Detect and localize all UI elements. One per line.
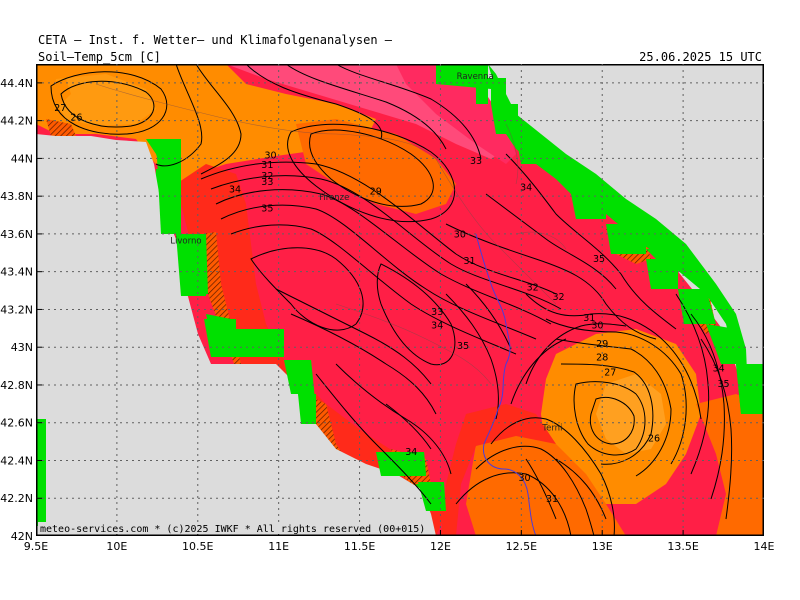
footer-bg [38, 522, 418, 534]
zone-central-north [296, 119, 456, 214]
latitude-label: 43N [11, 341, 33, 354]
isotherm-label: 33 [431, 307, 443, 318]
isotherm-label: 30 [519, 473, 531, 484]
isotherm-label: 34 [405, 447, 417, 458]
isotherm-label: 31 [546, 494, 558, 505]
isotherm-label: 27 [604, 368, 616, 379]
isotherm-label: 30 [591, 320, 603, 331]
zone-east-orange [696, 394, 764, 536]
zone-north-west-inner [54, 74, 156, 126]
latitude-label: 43.8N [0, 190, 33, 203]
longitude-label: 13.5E [667, 540, 698, 553]
isotherm-label: 31 [464, 256, 476, 267]
latitude-label: 43.6N [0, 228, 33, 241]
isotherm-label: 26 [70, 113, 82, 124]
missing-data-blocks-top [36, 64, 764, 526]
isotherm-label: 29 [370, 186, 382, 197]
isotherm-label: 26 [648, 434, 660, 445]
isotherm-label: 35 [457, 341, 469, 352]
city-labels: Ravenna Firenze Livorno Terni [170, 72, 562, 433]
contour-labels: 2726303132333435293334303132323533343531… [54, 103, 729, 505]
isotherm-label: 30 [454, 230, 466, 241]
zone-south-red [441, 404, 556, 536]
longitude-label: 13E [592, 540, 613, 553]
isotherm-label: 33 [470, 156, 482, 167]
latitude-label: 42N [11, 530, 33, 543]
graticule [36, 64, 764, 536]
city-label: Firenze [319, 193, 349, 203]
longitude-label: 12E [430, 540, 451, 553]
isotherm-label: 31 [261, 160, 273, 171]
isotherm-label: 35 [593, 254, 605, 265]
longitude-label: 14E [754, 540, 775, 553]
latitude-labels: 44.4N 44.2N 44N 43.8N 43.6N 43.4N 43.2N 43N 42.8… [0, 77, 33, 543]
product-title: CETA — Inst. f. Wetter— und Klimafolgena… [38, 33, 393, 47]
rivers [475, 233, 537, 536]
valid-time: 25.06.2025 15 UTC [639, 50, 762, 64]
city-label: Ravenna [457, 72, 494, 82]
longitude-label: 11.5E [344, 540, 375, 553]
latitude-label: 44.4N [0, 77, 33, 90]
isotherm-label: 32 [552, 292, 564, 303]
latitude-label: 42.8N [0, 379, 33, 392]
zone-south-east-inner [596, 374, 666, 454]
isotherm-label: 29 [596, 339, 608, 350]
city-label: Terni [541, 423, 562, 433]
longitude-label: 12.5E [506, 540, 537, 553]
map-frame [36, 64, 764, 536]
longitude-label: 11E [268, 540, 289, 553]
isotherm-label: 27 [54, 103, 66, 114]
hatch-coast-east-4 [46, 119, 76, 136]
latitude-label: 42.2N [0, 492, 33, 505]
latitude-label: 43.2N [0, 303, 33, 316]
zone-north-east-2 [396, 64, 516, 164]
latitude-label: 42.6N [0, 417, 33, 430]
latitude-label: 44N [11, 152, 33, 165]
longitude-labels: 9.5E 10E 10.5E 11E 11.5E 12E 12.5E 13E 13.5E 14E [24, 540, 775, 553]
isotherm-label: 34 [520, 182, 532, 193]
latitude-label: 43.4N [0, 266, 33, 279]
variable-label: Soil—Temp_5cm [C] [38, 50, 161, 64]
latitude-label: 42.4N [0, 454, 33, 467]
isotherm-label: 32 [527, 283, 539, 294]
latitude-label: 44.2N [0, 115, 33, 128]
city-label: Livorno [170, 236, 201, 246]
longitude-label: 10E [106, 540, 127, 553]
isotherm-label: 28 [596, 352, 608, 363]
region-borders [95, 83, 567, 385]
y-axis-ticks [36, 82, 42, 536]
isotherm-label: 34 [713, 364, 725, 375]
isotherm-label: 35 [261, 203, 273, 214]
isotherm-label: 30 [265, 150, 277, 161]
isotherm-label: 34 [229, 184, 241, 195]
zone-red-band-west [176, 164, 446, 536]
isotherm-label: 35 [718, 379, 730, 390]
isotherm-label: 33 [261, 177, 273, 188]
copyright-text: meteo-services.com * (c)2025 IWKF * All … [40, 524, 425, 535]
isotherm-label: 34 [431, 320, 443, 331]
longitude-label: 9.5E [24, 540, 48, 553]
isotherm-label: 31 [583, 313, 595, 324]
adriatic-sea [488, 64, 764, 404]
longitude-label: 10.5E [182, 540, 213, 553]
ligurian-sea [36, 134, 436, 536]
isotherm-label: 32 [261, 171, 273, 182]
